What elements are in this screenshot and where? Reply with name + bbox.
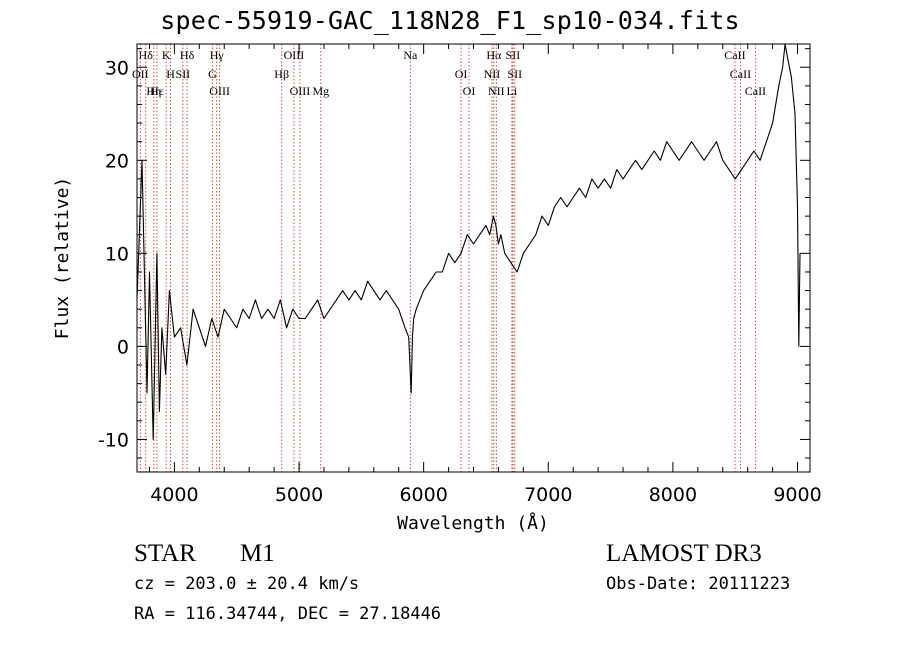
- line-marker-label: OIII: [209, 84, 230, 98]
- line-marker-label: Hδ: [139, 48, 154, 62]
- line-marker-layer: HδOIIHεKHHηHδSIIOIIIHγGOIIIOIIIHβMgNaOIO…: [132, 44, 766, 472]
- line-marker-label: NII: [484, 67, 501, 81]
- line-marker-label: CaII: [730, 67, 751, 81]
- line-marker-label: Hα: [486, 48, 502, 62]
- line-marker-label: SII: [176, 67, 191, 81]
- object-subclass: M1: [240, 540, 275, 567]
- plot-layer: [136, 43, 801, 440]
- line-marker-label: SII: [506, 48, 521, 62]
- line-marker-label: Li: [507, 84, 518, 98]
- line-marker-label: CaII: [724, 48, 745, 62]
- x-axis-title: Wavelength (Å): [397, 512, 549, 534]
- obs-date: Obs-Date: 20111223: [606, 574, 791, 594]
- object-class: STAR: [134, 540, 196, 567]
- line-marker-label: CaII: [745, 84, 766, 98]
- tick-layer: 4000 5000 6000 7000 8000 9000 -10 0 10 20 30: [98, 44, 822, 506]
- line-marker-label: OIII: [284, 48, 305, 62]
- line-marker-label: Na: [403, 48, 418, 62]
- line-marker-label: Mg: [312, 84, 329, 98]
- line-marker-label: NII: [488, 84, 505, 98]
- line-marker-label: OI: [455, 67, 468, 81]
- plot-frame: [136, 43, 811, 473]
- y-tick-label: -10: [98, 429, 129, 451]
- x-tick-label: 7000: [524, 484, 572, 506]
- x-tick-label: 4000: [150, 484, 198, 506]
- line-marker-label: G: [208, 67, 217, 81]
- y-tick-label: 10: [105, 243, 129, 265]
- line-marker-label: H: [166, 67, 175, 81]
- line-marker-label: SII: [507, 67, 522, 81]
- line-marker-label: K: [162, 48, 171, 62]
- y-tick-label: 0: [117, 336, 129, 358]
- line-marker-label: OI: [463, 84, 476, 98]
- x-tick-label: 5000: [275, 484, 323, 506]
- chart-title: spec-55919-GAC_118N28_F1_sp10-034.fits: [160, 6, 740, 35]
- x-tick-label: 9000: [773, 484, 821, 506]
- line-marker-label: OII: [132, 67, 149, 81]
- redshift-readout: cz = 203.0 ± 20.4 km/s: [134, 574, 360, 594]
- y-tick-label: 30: [105, 57, 129, 79]
- survey-name: LAMOST DR3: [606, 540, 762, 567]
- line-marker-label: Hη: [146, 84, 161, 98]
- y-tick-label: 20: [105, 150, 129, 172]
- line-marker-label: Hγ: [210, 48, 225, 62]
- coordinates: RA = 116.34744, DEC = 27.18446: [134, 604, 442, 624]
- line-marker-label: OIII: [290, 84, 311, 98]
- line-marker-label: Hβ: [274, 67, 289, 81]
- spectrum-line: [136, 43, 801, 440]
- x-tick-label: 8000: [649, 484, 697, 506]
- x-tick-label: 6000: [399, 484, 447, 506]
- line-marker-label: Hδ: [180, 48, 195, 62]
- y-axis-title: Flux (relative): [52, 177, 73, 340]
